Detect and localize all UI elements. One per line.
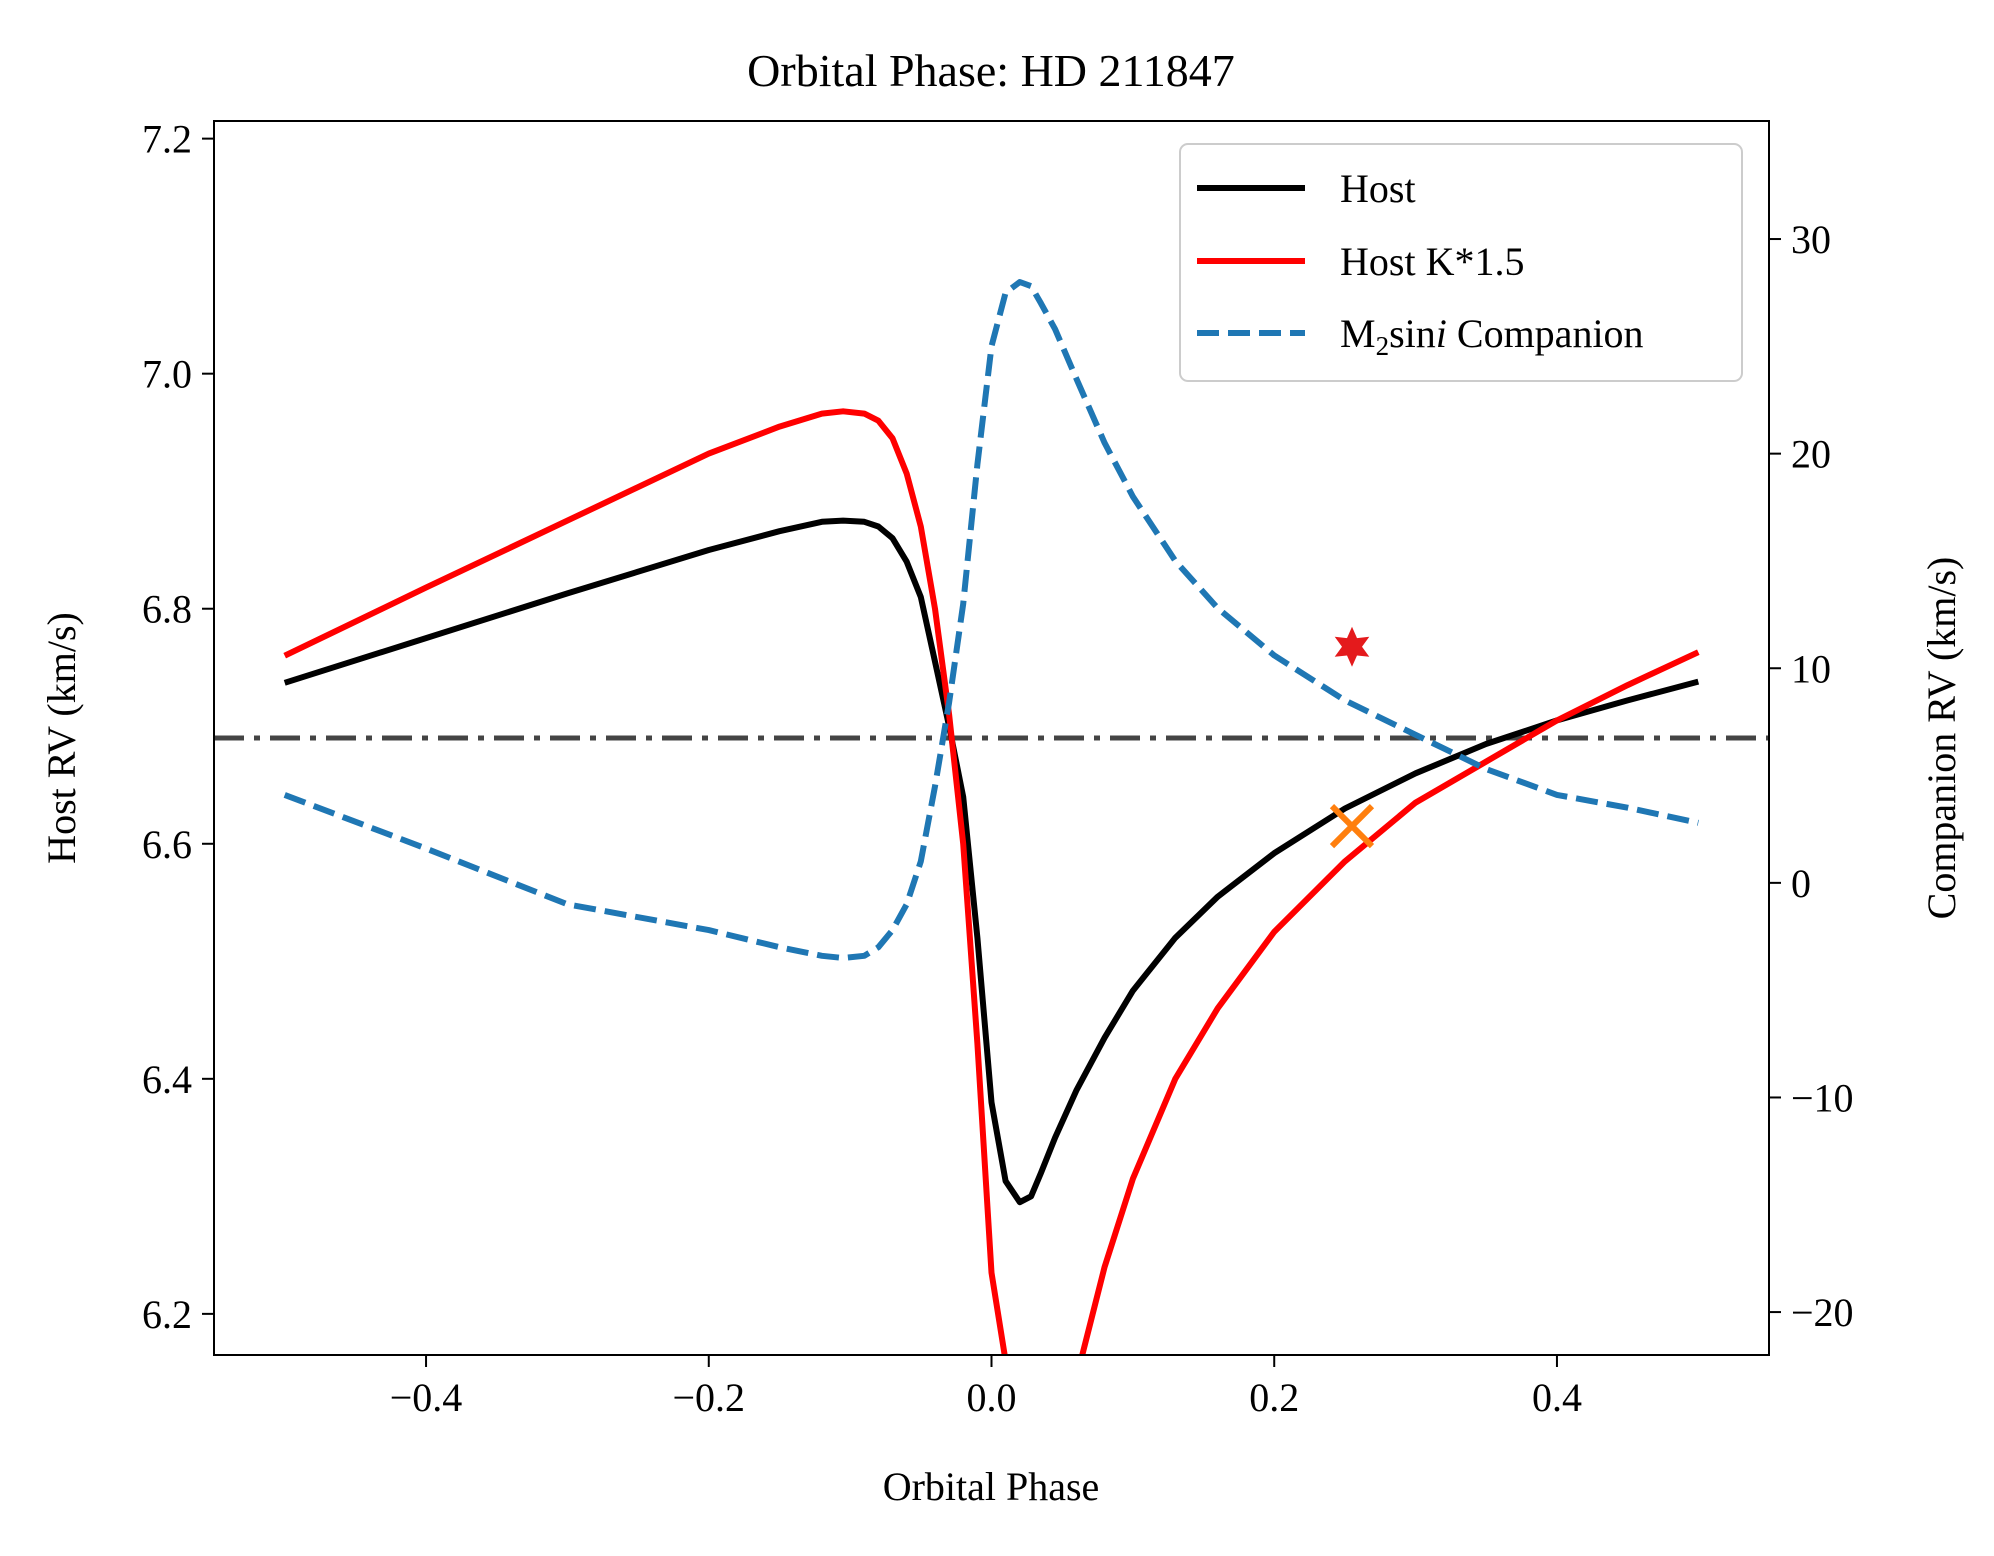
right-y-tick-label: 10 [1791, 646, 1831, 691]
legend-label-host: Host [1340, 166, 1416, 211]
x-axis: −0.4 −0.2 0.0 0.2 0.4 [390, 1355, 1582, 1420]
legend-label-host-k15: Host K*1.5 [1340, 239, 1524, 284]
left-y-axis: 6.2 6.4 6.6 6.8 7.0 7.2 [142, 117, 214, 1337]
chart-title: Orbital Phase: HD 211847 [747, 45, 1235, 96]
left-y-tick-label: 7.0 [142, 352, 192, 397]
left-y-tick-label: 6.4 [142, 1057, 192, 1102]
x-tick-label: −0.4 [390, 1375, 463, 1420]
right-y-tick-label: 30 [1791, 217, 1831, 262]
right-y-tick-label: 0 [1791, 861, 1811, 906]
right-y-tick-label: −10 [1791, 1075, 1854, 1120]
left-y-tick-label: 6.6 [142, 822, 192, 867]
legend: Host Host K*1.5 M2sini Companion [1179, 143, 1743, 382]
legend-label-companion: M2sini Companion [1340, 311, 1644, 361]
left-y-tick-label: 7.2 [142, 117, 192, 162]
right-y-axis-label: Companion RV (km/s) [1919, 557, 1964, 920]
series-line-companion [283, 279, 1699, 961]
x-tick-label: −0.2 [672, 1375, 745, 1420]
left-y-tick-label: 6.2 [142, 1292, 192, 1337]
series-line-host-k15 [283, 408, 1700, 1355]
right-y-tick-label: −20 [1791, 1290, 1854, 1335]
x-tick-label: 0.0 [967, 1375, 1017, 1420]
companion-position-marker [1334, 626, 1370, 667]
left-y-axis-label: Host RV (km/s) [39, 612, 84, 864]
host-position-marker [1329, 804, 1375, 849]
series-line-host [283, 517, 1700, 1206]
right-y-tick-label: 20 [1791, 432, 1831, 477]
x-tick-label: 0.4 [1532, 1375, 1582, 1420]
legend-frame [1179, 143, 1743, 382]
right-y-axis: −20 −10 0 10 20 30 [1769, 217, 1854, 1335]
left-y-tick-label: 6.8 [142, 587, 192, 632]
marker-layer [1329, 626, 1375, 849]
plot-layer [214, 279, 1769, 1355]
x-tick-label: 0.2 [1249, 1375, 1299, 1420]
x-axis-label: Orbital Phase [883, 1464, 1100, 1509]
